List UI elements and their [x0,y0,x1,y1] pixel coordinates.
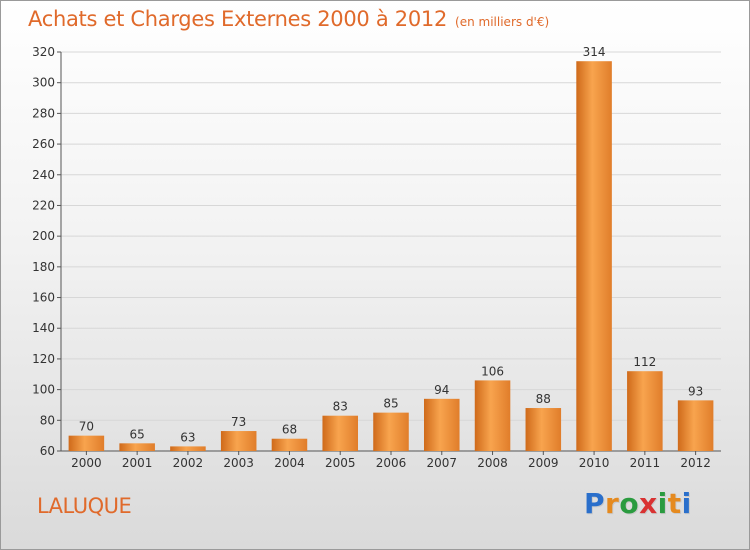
x-tick-label: 2011 [630,456,661,470]
logo-letter: i [657,487,668,520]
y-tick-label: 300 [32,76,55,90]
data-label: 68 [282,423,297,437]
commune-name: LALUQUE [37,494,132,518]
logo-letter: r [605,487,620,520]
data-label: 106 [481,364,504,378]
bar [424,398,460,451]
data-label: 63 [180,430,195,444]
y-tick-label: 280 [32,106,55,120]
data-label: 314 [583,45,606,59]
bar [271,438,308,451]
data-label: 93 [688,384,703,398]
label-layer: 70 65 63 73 68 83 85 94 106 88 314 112 93 [79,45,704,444]
y-tick-label: 320 [32,45,55,59]
grid-layer [61,51,721,421]
title-row: Achats et Charges Externes 2000 à 2012 (e… [28,7,549,31]
bar [68,435,105,451]
x-tick-label: 2010 [579,456,610,470]
x-tick-label: 2000 [71,456,102,470]
x-tick-label: 2005 [325,456,356,470]
x-tick-label: 2007 [426,456,457,470]
bar [170,446,206,451]
x-tick-label: 2003 [223,456,254,470]
y-tick-label: 240 [32,168,55,182]
data-label: 112 [633,355,656,369]
bar [627,371,663,451]
logo-letter: P [584,487,606,520]
y-tick-label: 140 [32,321,55,335]
proxiti-logo: Proxiti [584,487,692,520]
y-tick-label: 160 [32,291,55,305]
data-label: 85 [383,397,398,411]
bar [119,443,155,451]
bar [373,412,409,451]
chart-subtitle: (en milliers d'€) [455,15,550,29]
x-tick-label: 2004 [274,456,305,470]
logo-letter: o [619,487,640,520]
y-tick-label: 180 [32,260,55,274]
data-label: 88 [536,392,551,406]
y-tick-label: 60 [40,444,55,458]
x-tick-label: 2012 [680,456,711,470]
x-tick-label: 2002 [173,456,204,470]
data-label: 83 [333,400,348,414]
data-label: 94 [434,383,449,397]
y-tick-label: 200 [32,229,55,243]
bar [525,408,562,451]
bar [677,400,714,451]
data-label: 73 [231,415,246,429]
data-label: 70 [79,420,94,434]
bar [474,380,511,451]
x-tick-label: 2009 [528,456,559,470]
chart-title: Achats et Charges Externes 2000 à 2012 [28,7,448,31]
y-tick-label: 80 [40,413,55,427]
axis-layer: 60 80 100 120 140 160 180 200 220 240 260 280 300 320… [32,45,721,470]
y-tick-label: 260 [32,137,55,151]
logo-letter: x [639,487,658,520]
y-tick-label: 100 [32,383,55,397]
x-tick-label: 2001 [122,456,153,470]
bar [322,415,358,451]
data-label: 65 [130,427,145,441]
x-tick-label: 2008 [477,456,508,470]
bar [220,431,257,451]
logo-letter: t [667,487,682,520]
bar-layer [68,61,714,451]
y-tick-label: 120 [32,352,55,366]
y-tick-label: 220 [32,198,55,212]
x-tick-label: 2006 [376,456,407,470]
bar [576,61,612,451]
logo-letter: i [681,487,692,520]
